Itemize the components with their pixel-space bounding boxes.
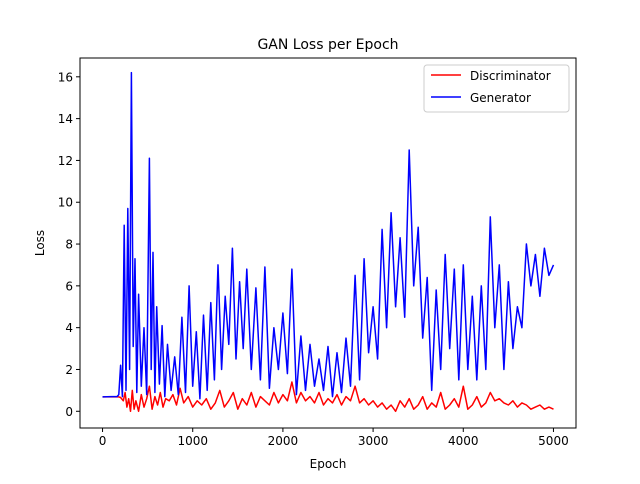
x-tick-label: 3000 [358,434,389,448]
y-tick-label: 4 [65,321,73,335]
legend-box [423,64,570,113]
plot-frame [79,57,577,429]
x-ticks: 0 1000 2000 3000 4000 5000 [99,428,569,448]
y-tick-label: 10 [58,196,73,210]
x-tick-label: 2000 [268,434,299,448]
legend-label-generator: Generator [470,91,531,105]
x-tick-label: 1000 [177,434,208,448]
y-tick-label: 0 [65,405,73,419]
x-tick-label: 5000 [538,434,569,448]
y-tick-label: 16 [58,70,73,84]
y-ticks: 0 2 4 6 8 10 12 14 16 [58,70,80,419]
x-tick-label: 0 [99,434,107,448]
series-layer [102,71,555,413]
legend-label-discriminator: Discriminator [470,69,551,83]
x-axis-label: Epoch [310,457,347,471]
y-tick-label: 2 [65,363,73,377]
y-axis-label: Loss [33,230,47,256]
legend: Discriminator Generator [423,64,570,113]
y-tick-label: 6 [65,279,73,293]
series-line-generator [102,71,555,400]
series-line-discriminator [102,381,554,413]
y-tick-label: 8 [65,238,73,252]
x-tick-label: 4000 [448,434,479,448]
y-tick-label: 14 [58,112,73,126]
chart-title: GAN Loss per Epoch [257,37,398,53]
y-tick-label: 12 [58,154,73,168]
